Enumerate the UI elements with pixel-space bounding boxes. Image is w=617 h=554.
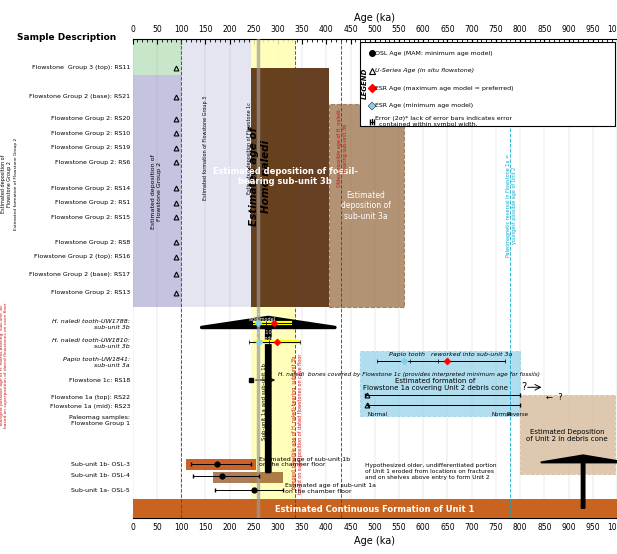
Text: Error (2σ)* lack of error bars indicates error
  contained within symbol width.: Error (2σ)* lack of error bars indicates… [375,116,512,127]
Text: Estimated Deposition
of Unit 2 in debris cone: Estimated Deposition of Unit 2 in debris… [526,429,608,442]
Bar [133,36,181,75]
Text: Normal: Normal [367,412,387,417]
Text: Estimated
deposition of
sub-unit 3a: Estimated deposition of sub-unit 3a [341,191,391,220]
Bar [360,42,615,126]
Text: OSL Age (MAM: minimum age model): OSL Age (MAM: minimum age model) [375,51,492,56]
Text: Estimated deposition of fossil-
bearing sub-unit 3b: Estimated deposition of fossil- bearing … [213,167,358,187]
FancyArrowPatch shape [202,317,335,471]
Bar [251,68,329,307]
Text: U-Series Age (in situ flowstone): U-Series Age (in situ flowstone) [375,68,474,73]
Bar [251,39,296,518]
Text: Estimated formation of Flowstone Group 3: Estimated formation of Flowstone Group 3 [203,96,208,200]
X-axis label: Age (ka): Age (ka) [354,536,395,546]
Text: Oldest possible age of H. naledi-
bearing sub-unit 3b: Oldest possible age of H. naledi- bearin… [337,108,348,187]
Text: Estimated deposition of Flowstone 1c: Estimated deposition of Flowstone 1c [247,102,252,194]
Text: Papio tooth   reworked into sub-unit 3a: Papio tooth reworked into sub-unit 3a [389,352,513,357]
Text: ESR Age (minimum age model): ESR Age (minimum age model) [375,103,473,108]
Text: ←  ?: ← ? [545,393,563,402]
Text: Flowstone 1a (top): RS22: Flowstone 1a (top): RS22 [51,395,130,400]
Text: Normal: Normal [492,412,511,417]
Text: Reverse: Reverse [507,412,529,417]
Text: Youngest possible age of H. naledi-bearing  sub-unit 3b
based on superposition o: Youngest possible age of H. naledi-beari… [0,303,8,428]
Text: H. naledi tooth-UW1788:
   sub-unit 3b: H. naledi tooth-UW1788: sub-unit 3b [52,320,130,330]
Text: Flowstone Group 2: RS6: Flowstone Group 2: RS6 [55,160,130,165]
Text: Sample Description: Sample Description [17,33,116,42]
Text: ESR Age (maximum age model = preferred): ESR Age (maximum age model = preferred) [375,86,513,91]
Text: Estimated Continuous Formation of Unit 1: Estimated Continuous Formation of Unit 1 [275,505,474,514]
FancyArrowPatch shape [542,455,617,508]
Text: Hypothesized older, undifferentiated portion
of Unit 1 eroded from locations on : Hypothesized older, undifferentiated por… [365,463,497,480]
Text: Paleomag samples:
   Flowstone Group 1: Paleomag samples: Flowstone Group 1 [65,416,130,426]
Text: Papio tooth-UW1841:
   sub-unit 3a: Papio tooth-UW1841: sub-unit 3a [63,357,130,368]
Text: Flowstone Group 2: RS20: Flowstone Group 2: RS20 [51,116,130,121]
Text: Flowstone  Group 3 (top): RS11: Flowstone Group 3 (top): RS11 [31,65,130,70]
Text: Flowstone Group 2: RS10: Flowstone Group 2: RS10 [51,131,130,136]
Text: Estimated deposition of
Flowstone Group 2: Estimated deposition of Flowstone Group … [1,155,12,213]
Text: Estimated formation of
Flowstone 1a covering Unit 2 debris cone: Estimated formation of Flowstone 1a cove… [363,378,508,391]
Bar [360,351,520,417]
Text: Flowstone 1a (mid): RS23: Flowstone 1a (mid): RS23 [49,404,130,409]
Text: Flowstone Group 2: RS15: Flowstone Group 2: RS15 [51,215,130,220]
Text: Flowstone Group 2: RS8: Flowstone Group 2: RS8 [55,239,130,244]
Bar [133,75,181,307]
Text: ?: ? [521,382,527,392]
Text: Flowstone Group 2 (base): RS17: Flowstone Group 2 (base): RS17 [29,271,130,276]
Bar [329,104,404,307]
Bar [186,459,256,470]
Bar [520,394,615,474]
Text: ESR-1788
age model: ESR-1788 age model [249,311,275,322]
Text: Sub-unit 1b- OSL-3: Sub-unit 1b- OSL-3 [71,462,130,467]
Text: Paleomagnetic reversal in Flowstone 1a =
youngest possible age of Unit 2: Paleomagnetic reversal in Flowstone 1a =… [507,154,517,257]
Text: Youngest possible age of H. naledi-bearing  sub-unit 3b
based on superposition o: Youngest possible age of H. naledi-beari… [292,353,303,494]
Text: LEGEND: LEGEND [362,68,368,100]
Text: ESR-1810
age model: ESR-1810 age model [249,330,275,341]
Text: Flowstone 1c: RS18: Flowstone 1c: RS18 [68,377,130,382]
Text: Flowstone Group 2: RS1: Flowstone Group 2: RS1 [55,201,130,206]
Text: Estimated age of
Homo naledi: Estimated age of Homo naledi [249,127,271,226]
Text: Estimated deposition of
Flowstone Group 2: Estimated deposition of Flowstone Group … [151,154,162,229]
Text: Flowstone Group 2: RS13: Flowstone Group 2: RS13 [51,290,130,295]
Text: H. naledi  bones covered by Flowstone 1c (provides interpreted minimum age for f: H. naledi bones covered by Flowstone 1c … [278,372,540,377]
Text: Flowstone Group 2 (base): RS21: Flowstone Group 2 (base): RS21 [29,94,130,99]
Text: Estimated age of sub-unit 1a
on the chamber floor: Estimated age of sub-unit 1a on the cham… [285,483,376,494]
Text: Sub-unit 1a- OSL-5: Sub-unit 1a- OSL-5 [71,488,130,493]
Bar [213,472,283,483]
Text: Flowstone Group 2: RS19: Flowstone Group 2: RS19 [51,145,130,150]
Title: Age (ka): Age (ka) [354,13,395,23]
Text: Flowstone Group 2: RS14: Flowstone Group 2: RS14 [51,186,130,191]
Text: Estimated formation of Flowstone Group 2: Estimated formation of Flowstone Group 2 [14,138,18,230]
Bar [181,39,251,307]
Bar [133,499,617,518]
Text: Sub-unit 1a and sub-unit 1b
eroded to form sub-unit 3b: Sub-unit 1a and sub-unit 1b eroded to fo… [262,363,273,440]
Text: H. naledi tooth-UW1810:
   sub-unit 3b: H. naledi tooth-UW1810: sub-unit 3b [52,338,130,349]
Text: Sub-unit 1b- OSL-4: Sub-unit 1b- OSL-4 [71,473,130,478]
Text: Estimated age of sub-unit 1b
on the chamber floor: Estimated age of sub-unit 1b on the cham… [259,456,350,468]
Text: Flowstone Group 2 (top): RS16: Flowstone Group 2 (top): RS16 [34,254,130,259]
